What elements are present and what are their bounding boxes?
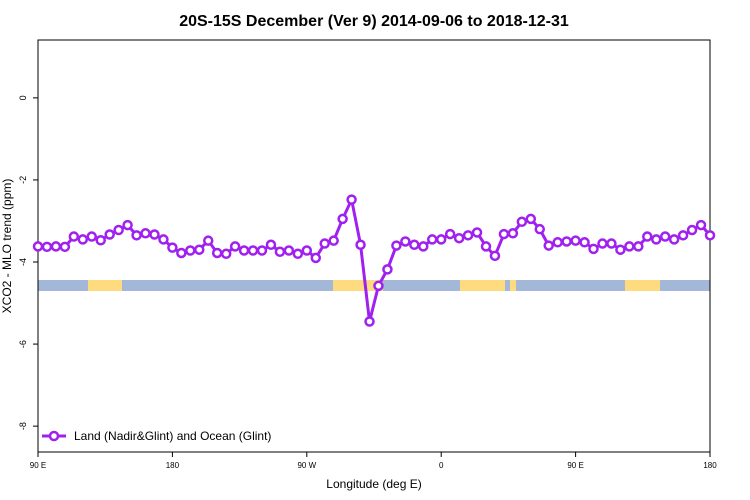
data-point xyxy=(418,241,429,252)
chart-title: 20S-15S December (Ver 9) 2014-09-06 to 2… xyxy=(179,13,569,30)
y-tick-label: 0 xyxy=(18,95,28,100)
data-point xyxy=(41,241,53,253)
x-tick-label: 90 W xyxy=(297,461,316,470)
data-point xyxy=(86,231,98,242)
data-point xyxy=(292,248,304,260)
data-point xyxy=(185,245,196,256)
y-axis-label: XCO2 - MLO trend (ppm) xyxy=(0,179,14,314)
data-point xyxy=(220,248,232,260)
data-point xyxy=(211,247,223,259)
data-point xyxy=(256,245,268,256)
data-point xyxy=(677,230,689,241)
data-point xyxy=(561,236,572,247)
data-point xyxy=(615,244,626,255)
data-point xyxy=(507,228,519,239)
data-point xyxy=(588,243,599,255)
data-point xyxy=(409,239,420,251)
data-point xyxy=(337,213,348,225)
data-point xyxy=(238,245,250,256)
data-point xyxy=(283,245,295,256)
data-point xyxy=(695,219,707,231)
data-point xyxy=(400,236,411,247)
data-point xyxy=(265,239,277,251)
data-point xyxy=(498,228,510,240)
y-tick-label: -6 xyxy=(18,340,28,348)
data-point xyxy=(534,223,546,235)
data-point xyxy=(686,224,698,236)
data-point xyxy=(552,237,563,248)
data-point xyxy=(274,246,286,257)
data-point xyxy=(373,280,384,292)
data-point xyxy=(167,242,178,253)
data-point xyxy=(95,235,106,246)
data-point xyxy=(131,230,142,241)
data-point xyxy=(202,235,214,246)
data-point xyxy=(462,230,474,241)
x-tick-label: 0 xyxy=(439,461,444,470)
data-point xyxy=(606,238,617,249)
data-point xyxy=(122,219,133,231)
data-point xyxy=(471,227,483,238)
data-point xyxy=(525,213,537,225)
data-point xyxy=(319,238,330,249)
data-point xyxy=(176,247,187,259)
data-point xyxy=(659,231,671,242)
data-point xyxy=(301,245,313,256)
x-tick-label: 180 xyxy=(703,461,717,470)
data-point xyxy=(642,231,653,242)
y-tick-label: -8 xyxy=(18,422,28,430)
y-tick-label: -2 xyxy=(18,176,28,184)
data-point xyxy=(77,234,89,245)
data-point xyxy=(426,234,438,245)
legend: Land (Nadir&Glint) and Ocean (Glint) xyxy=(42,429,271,443)
data-point xyxy=(624,241,635,252)
data-point xyxy=(364,316,375,327)
data-point xyxy=(346,194,357,205)
data-point xyxy=(435,234,447,245)
data-point xyxy=(194,244,205,255)
data-point xyxy=(50,241,62,252)
data-point xyxy=(59,241,71,253)
data-point xyxy=(597,238,608,249)
data-point xyxy=(444,228,456,240)
data-point xyxy=(579,237,590,248)
data-point xyxy=(516,216,528,228)
data-point xyxy=(543,240,554,251)
data-point xyxy=(633,241,644,252)
x-tick-label: 90 E xyxy=(30,461,46,470)
legend-label: Land (Nadir&Glint) and Ocean (Glint) xyxy=(74,429,271,443)
data-point xyxy=(149,229,160,240)
x-tick-label: 90 E xyxy=(567,461,583,470)
data-point xyxy=(489,250,501,262)
x-axis-label: Longitude (deg E) xyxy=(326,477,421,491)
data-point xyxy=(310,252,322,264)
data-point xyxy=(158,234,169,245)
series-line xyxy=(37,194,712,322)
data-point xyxy=(140,228,151,239)
data-point xyxy=(704,230,716,241)
data-point xyxy=(355,239,366,251)
data-point xyxy=(391,240,402,251)
data-point xyxy=(668,234,680,245)
data-point xyxy=(104,229,115,240)
data-point xyxy=(382,264,393,275)
data-point xyxy=(480,241,492,252)
x-tick-label: 180 xyxy=(166,461,180,470)
data-point xyxy=(32,241,44,252)
data-point xyxy=(68,231,80,242)
data-point xyxy=(650,234,662,245)
data-point xyxy=(247,245,259,256)
data-point xyxy=(113,224,124,236)
data-point xyxy=(328,235,339,246)
y-tick-label: -4 xyxy=(18,258,28,266)
data-point xyxy=(570,235,581,246)
data-point xyxy=(453,232,465,244)
legend-marker xyxy=(48,430,60,442)
data-point xyxy=(229,241,241,252)
